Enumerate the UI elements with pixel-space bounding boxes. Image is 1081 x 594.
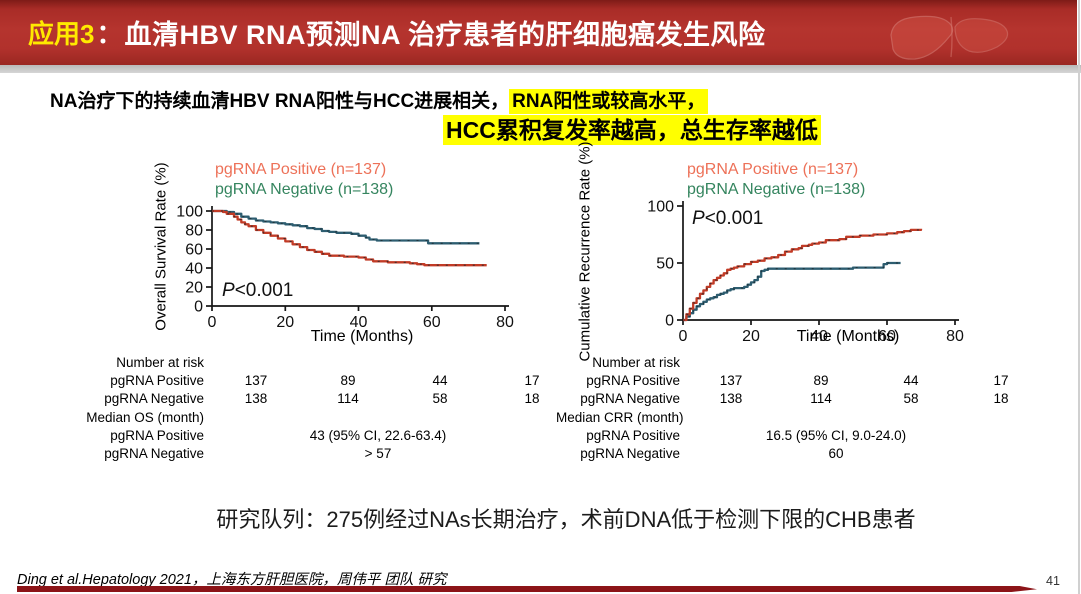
- svg-text:0: 0: [194, 299, 203, 316]
- table-row: pgRNA Positive 43 (95% CI, 22.6-63.4): [110, 427, 447, 443]
- survival-plot: 0 20 40 60 80 0 20 40 60 80 100: [176, 204, 514, 332]
- survival-risk-table: Number at risk pgRNA Positive 137 89 44 …: [70, 353, 578, 463]
- subtitle-line-2: HCC累积复发率越高，总生存率越低: [443, 111, 821, 145]
- svg-text:100: 100: [176, 204, 203, 221]
- svg-text:0: 0: [665, 313, 674, 330]
- svg-text:60: 60: [878, 328, 896, 345]
- subtitle-highlight-1: RNA阳性或较高水平，: [509, 89, 709, 114]
- cumulative-recurrence-chart: 0 20 40 60 80 0 50 100 Cumulative Recurrence Ra…: [555, 141, 1037, 361]
- table-row: pgRNA Positive 16.5 (95% CI, 9.0-24.0): [586, 427, 907, 443]
- svg-text:100: 100: [647, 199, 674, 216]
- number-at-risk-label: Number at risk: [592, 354, 680, 370]
- svg-text:80: 80: [185, 223, 203, 240]
- table-row: Median CRR (month): [556, 408, 1046, 426]
- table-row: Number at risk: [556, 353, 1046, 371]
- table-row: pgRNA Negative 60: [580, 446, 844, 462]
- svg-text:60: 60: [423, 314, 441, 331]
- median-os-label: Median OS (month): [86, 409, 204, 425]
- table-row: pgRNA Negative 138 114 58 18: [104, 391, 540, 407]
- chart-legend: pgRNA Positive (n=137) pgRNA Negative (n…: [687, 160, 865, 199]
- svg-text:80: 80: [496, 314, 514, 331]
- subtitle-plain-text: NA治疗下的持续血清HBV RNA阳性与HCC进展相关，: [50, 91, 510, 112]
- number-at-risk-label: Number at risk: [116, 354, 204, 370]
- y-axis-label: Cumulative Recurrence Rate (%): [576, 141, 594, 362]
- svg-text:20: 20: [185, 280, 203, 297]
- table-row: pgRNA Positive 137 89 44 17: [110, 372, 540, 388]
- x-axis-label: Time (Months): [796, 328, 900, 345]
- p-value: P<0.001: [222, 280, 294, 301]
- title-separator: ：: [96, 19, 123, 49]
- table-row: Number at risk: [70, 353, 578, 371]
- svg-text:80: 80: [946, 328, 964, 345]
- page-title: 血清HBV RNA预测NA 治疗患者的肝细胞癌发生风险: [124, 20, 766, 50]
- legend-item-positive: pgRNA Positive (n=137): [215, 161, 387, 178]
- subtitle-highlight-2: HCC累积复发率越高，总生存率越低: [443, 115, 821, 145]
- median-crr-label: Median CRR (month): [556, 409, 684, 425]
- legend-item-negative: pgRNA Negative (n=138): [687, 180, 866, 198]
- table-row: pgRNA Negative > 57: [104, 446, 392, 462]
- x-axis-label: Time (Months): [310, 328, 414, 345]
- svg-text:50: 50: [656, 256, 674, 273]
- svg-text:20: 20: [742, 328, 760, 345]
- legend-item-negative: pgRNA Negative (n=138): [215, 180, 394, 198]
- title-app-label: 应用3: [28, 19, 95, 49]
- svg-text:60: 60: [185, 242, 203, 259]
- table-row: pgRNA Positive 137 89 44 17: [586, 372, 1009, 388]
- page-number: 41: [1046, 574, 1060, 588]
- y-axis-label: Overall Survival Rate (%): [152, 162, 170, 331]
- citation: Ding et al.Hepatology 2021，上海东方肝胆医院，周伟平 …: [17, 572, 447, 588]
- title-bar: 应用3 ： 血清HBV RNA预测NA 治疗患者的肝细胞癌发生风险: [0, 0, 1077, 65]
- table-row: pgRNA Negative 138 114 58 18: [580, 391, 1009, 407]
- svg-text:0: 0: [679, 328, 688, 345]
- svg-text:40: 40: [810, 328, 828, 345]
- table-row: Median OS (month): [70, 408, 578, 426]
- legend-item-positive: pgRNA Positive (n=137): [687, 161, 859, 178]
- svg-text:20: 20: [276, 314, 294, 331]
- svg-text:40: 40: [185, 261, 203, 278]
- overall-survival-chart: 0 20 40 60 80 0 20 40 60 80 100 Overall Survival R…: [70, 148, 535, 358]
- recurrence-plot: 0 20 40 60 80 0 50 100: [647, 199, 964, 346]
- p-value: P<0.001: [692, 208, 764, 229]
- cohort-note: 研究队列：275例经过NAs长期治疗，术前DNA低于检测下限的CHB患者: [216, 507, 916, 532]
- svg-text:0: 0: [208, 314, 217, 331]
- svg-text:40: 40: [350, 314, 368, 331]
- slide-right-edge: [1078, 0, 1080, 594]
- chart-legend: pgRNA Positive (n=137) pgRNA Negative (n…: [215, 160, 393, 199]
- liver-icon: [890, 15, 1009, 60]
- title-underline: [0, 65, 1081, 73]
- recurrence-risk-table: Number at risk pgRNA Positive 137 89 44 …: [556, 353, 1046, 463]
- footer-bar: [17, 586, 1037, 592]
- subtitle-line-1: NA治疗下的持续血清HBV RNA阳性与HCC进展相关， RNA阳性或较高水平，: [50, 86, 709, 114]
